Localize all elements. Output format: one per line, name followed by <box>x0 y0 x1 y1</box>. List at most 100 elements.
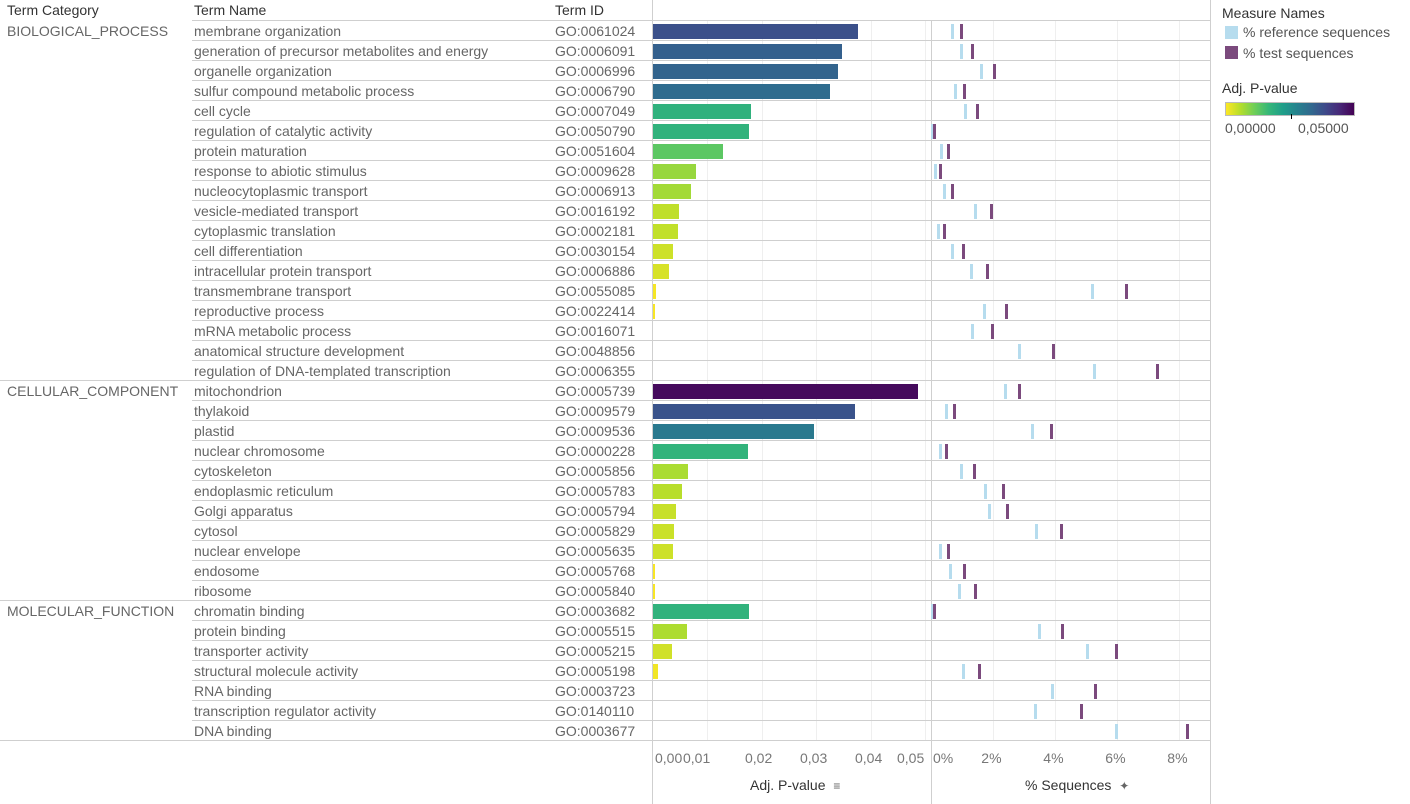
ref-seq-mark[interactable] <box>1004 384 1008 399</box>
test-seq-mark[interactable] <box>991 324 995 339</box>
pvalue-bar[interactable] <box>653 664 658 679</box>
term-id[interactable]: GO:0005794 <box>555 503 636 519</box>
term-name[interactable]: structural molecule activity <box>194 663 359 679</box>
ref-seq-mark[interactable] <box>983 304 986 319</box>
pvalue-bar[interactable] <box>653 564 656 579</box>
ref-seq-mark[interactable] <box>983 484 987 499</box>
test-seq-mark[interactable] <box>1061 624 1065 639</box>
ref-seq-mark[interactable] <box>1090 284 1094 299</box>
pvalue-bar[interactable] <box>653 504 676 519</box>
term-id[interactable]: GO:0005515 <box>555 623 636 639</box>
ref-seq-mark[interactable] <box>957 584 961 599</box>
ref-seq-mark[interactable] <box>1031 424 1035 439</box>
term-id[interactable]: GO:0050790 <box>555 123 636 139</box>
test-seq-mark[interactable] <box>947 544 951 559</box>
test-seq-mark[interactable] <box>1079 704 1083 719</box>
ref-seq-mark[interactable] <box>987 504 991 519</box>
pvalue-bar[interactable] <box>653 644 673 659</box>
term-name[interactable]: organelle organization <box>194 63 332 79</box>
test-seq-mark[interactable] <box>1052 344 1056 359</box>
term-id[interactable]: GO:0003677 <box>555 723 636 739</box>
test-seq-mark[interactable] <box>992 64 996 79</box>
pvalue-bar[interactable] <box>653 464 688 479</box>
term-id[interactable]: GO:0006091 <box>555 43 636 59</box>
term-name[interactable]: transmembrane transport <box>194 283 352 299</box>
test-seq-mark[interactable] <box>952 404 956 419</box>
pvalue-bar[interactable] <box>653 244 674 259</box>
term-name[interactable]: thylakoid <box>194 403 250 419</box>
term-id[interactable]: GO:0005198 <box>555 663 636 679</box>
test-seq-mark[interactable] <box>944 444 948 459</box>
term-id[interactable]: GO:0005635 <box>555 543 636 559</box>
test-seq-mark[interactable] <box>938 164 942 179</box>
term-name[interactable]: RNA binding <box>194 683 272 699</box>
term-id[interactable]: GO:0016071 <box>555 323 636 339</box>
ref-seq-mark[interactable] <box>964 104 968 119</box>
ref-seq-mark[interactable] <box>948 564 952 579</box>
term-id[interactable]: GO:0005768 <box>555 563 636 579</box>
term-name[interactable]: cytoplasmic translation <box>194 223 336 239</box>
term-id[interactable]: GO:0005215 <box>555 643 636 659</box>
ref-seq-mark[interactable] <box>979 64 983 79</box>
term-id[interactable]: GO:0000228 <box>555 443 636 459</box>
ref-seq-mark[interactable] <box>934 164 938 179</box>
pvalue-bar[interactable] <box>653 584 656 599</box>
pvalue-bar[interactable] <box>653 64 838 79</box>
test-seq-mark[interactable] <box>951 184 955 199</box>
test-seq-mark[interactable] <box>1115 644 1119 659</box>
term-name[interactable]: DNA binding <box>194 723 272 739</box>
ref-seq-mark[interactable] <box>938 444 942 459</box>
ref-seq-mark[interactable] <box>974 204 977 219</box>
sort-icon[interactable]: ≡ <box>833 779 841 793</box>
ref-seq-mark[interactable] <box>939 144 943 159</box>
term-name[interactable]: sulfur compound metabolic process <box>194 83 415 99</box>
test-seq-mark[interactable] <box>1018 384 1022 399</box>
term-name[interactable]: regulation of DNA-templated transcriptio… <box>194 363 451 379</box>
term-name[interactable]: cytoskeleton <box>194 463 272 479</box>
pvalue-bar[interactable] <box>653 24 859 39</box>
test-seq-mark[interactable] <box>933 124 937 139</box>
pvalue-bar[interactable] <box>653 604 750 619</box>
term-id[interactable]: GO:0005856 <box>555 463 636 479</box>
seq-axis-title[interactable]: % Sequences ✦ <box>1025 777 1129 793</box>
pvalue-bar[interactable] <box>653 224 679 239</box>
term-id[interactable]: GO:0051604 <box>555 143 636 159</box>
term-name[interactable]: vesicle-mediated transport <box>194 203 359 219</box>
pvalue-bar[interactable] <box>653 404 855 419</box>
term-name[interactable]: reproductive process <box>194 303 324 319</box>
term-id[interactable]: GO:0005829 <box>555 523 636 539</box>
term-id[interactable]: GO:0007049 <box>555 103 636 119</box>
test-seq-mark[interactable] <box>933 604 937 619</box>
term-name[interactable]: cell differentiation <box>194 243 303 259</box>
term-id[interactable]: GO:0009579 <box>555 403 636 419</box>
ref-seq-mark[interactable] <box>1034 704 1038 719</box>
pvalue-axis-title[interactable]: Adj. P-value ≡ <box>750 777 840 793</box>
ref-seq-mark[interactable] <box>960 464 964 479</box>
term-id[interactable]: GO:0061024 <box>555 23 636 39</box>
term-name[interactable]: endosome <box>194 563 260 579</box>
pvalue-bar[interactable] <box>653 184 692 199</box>
header-term-id[interactable]: Term ID <box>555 2 604 18</box>
test-seq-mark[interactable] <box>947 144 951 159</box>
ref-seq-mark[interactable] <box>931 124 935 139</box>
pvalue-bar[interactable] <box>653 284 657 299</box>
pvalue-bar[interactable] <box>653 304 656 319</box>
ref-seq-mark[interactable] <box>1050 684 1054 699</box>
term-id[interactable]: GO:0005840 <box>555 583 636 599</box>
pvalue-bar[interactable] <box>653 144 724 159</box>
term-name[interactable]: transcription regulator activity <box>194 703 377 719</box>
legend-item-reference[interactable]: % reference sequences <box>1243 24 1391 40</box>
term-name[interactable]: ribosome <box>194 583 252 599</box>
ref-seq-mark[interactable] <box>937 224 941 239</box>
term-name[interactable]: protein binding <box>194 623 286 639</box>
term-id[interactable]: GO:0006790 <box>555 83 636 99</box>
term-name[interactable]: response to abiotic stimulus <box>194 163 367 179</box>
test-seq-mark[interactable] <box>943 224 946 239</box>
ref-seq-mark[interactable] <box>931 604 935 619</box>
term-id[interactable]: GO:0006886 <box>555 263 636 279</box>
term-id[interactable]: GO:0006355 <box>555 363 636 379</box>
test-seq-mark[interactable] <box>962 564 966 579</box>
ref-seq-mark[interactable] <box>969 264 973 279</box>
legend-swatch-reference[interactable] <box>1225 26 1238 39</box>
ref-seq-mark[interactable] <box>970 324 974 339</box>
